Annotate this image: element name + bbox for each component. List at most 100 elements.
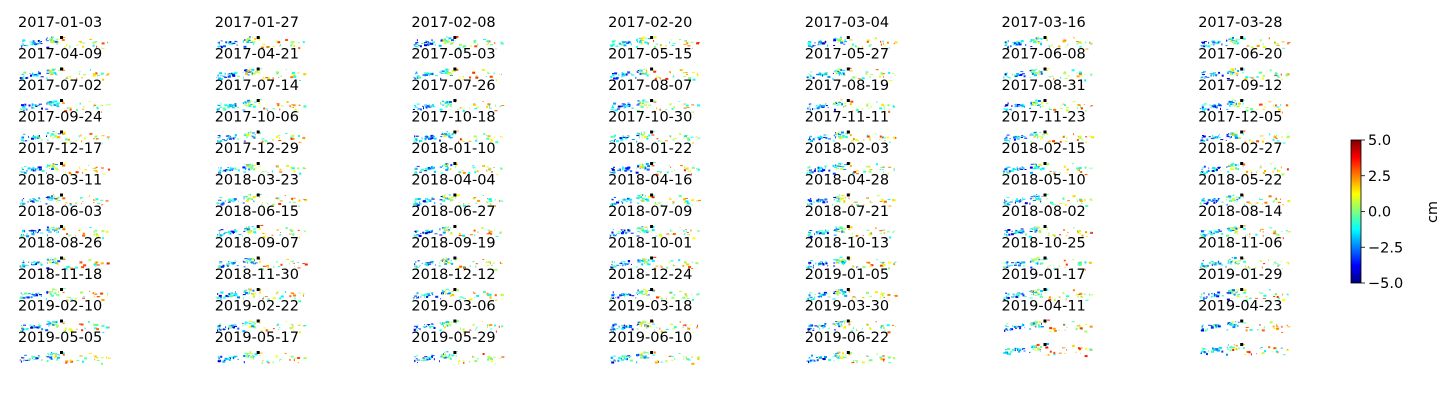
- displacement-pixel: [1088, 135, 1092, 137]
- displacement-pixel: [251, 132, 255, 134]
- displacement-pixel: [259, 355, 261, 357]
- displacement-pixel: [440, 323, 444, 325]
- displacement-pixel: [1011, 105, 1013, 107]
- displacement-pixel: [1029, 198, 1032, 200]
- displacement-pixel: [1016, 167, 1018, 170]
- displacement-pixel: [609, 234, 611, 237]
- displacement-pixel: [641, 290, 645, 292]
- displacement-pixel: [1205, 296, 1208, 298]
- displacement-pixel: [468, 107, 470, 109]
- displacement-pixel: [623, 44, 627, 47]
- displacement-pixel: [1255, 266, 1257, 269]
- displacement-pixel: [293, 357, 297, 359]
- displacement-pixel: [20, 108, 23, 111]
- displacement-pixel: [838, 131, 840, 134]
- displacement-pixel: [25, 359, 29, 361]
- displacement-pixel: [228, 169, 232, 171]
- displacement-pixel: [248, 323, 252, 325]
- displacement-pixel: [94, 41, 97, 43]
- displacement-pixel: [289, 263, 291, 265]
- displacement-pixel: [1244, 299, 1248, 302]
- displacement-pixel: [1079, 43, 1083, 44]
- displacement-pixel: [652, 162, 656, 163]
- displacement-pixel: [687, 326, 689, 328]
- displacement-pixel: [34, 263, 37, 265]
- displacement-pixel: [39, 168, 42, 171]
- displacement-pixel: [455, 68, 459, 71]
- displacement-pixel: [219, 140, 221, 143]
- displacement-pixel: [1277, 297, 1280, 300]
- displacement-pixel: [92, 74, 96, 77]
- displacement-pixel: [462, 328, 465, 331]
- displacement-pixel: [474, 229, 476, 230]
- reference-point-marker: [60, 130, 63, 134]
- displacement-pixel: [51, 354, 54, 355]
- displacement-pixel: [623, 293, 625, 296]
- displacement-pixel: [679, 321, 681, 324]
- displacement-pixel: [627, 136, 629, 138]
- displacement-pixel: [234, 40, 236, 42]
- displacement-pixel: [303, 105, 306, 108]
- displacement-pixel: [65, 138, 68, 141]
- displacement-pixel: [647, 259, 650, 262]
- displacement-pixel: [1033, 229, 1036, 231]
- displacement-pixel: [651, 229, 655, 232]
- displacement-pixel: [1085, 110, 1087, 112]
- displacement-pixel: [624, 73, 626, 75]
- displacement-pixel: [627, 260, 630, 262]
- displacement-pixel: [462, 78, 465, 80]
- displacement-pixel: [660, 78, 662, 81]
- displacement-pixel: [40, 76, 44, 78]
- displacement-pixel: [294, 108, 297, 111]
- displacement-pixel: [227, 75, 231, 78]
- displacement-pixel: [462, 234, 465, 237]
- displacement-pixel: [1040, 228, 1043, 230]
- displacement-pixel: [1237, 164, 1239, 167]
- displacement-pixel: [1023, 106, 1025, 108]
- displacement-pixel: [1218, 230, 1222, 232]
- displacement-pixel: [834, 134, 837, 136]
- displacement-pixel: [489, 107, 490, 109]
- displacement-pixel: [53, 258, 57, 261]
- displacement-pixel: [684, 198, 686, 200]
- displacement-pixel: [55, 324, 59, 327]
- displacement-pixel: [217, 235, 219, 238]
- displacement-pixel: [819, 295, 821, 297]
- displacement-pixel: [850, 100, 854, 103]
- displacement-pixel: [658, 140, 660, 142]
- displacement-pixel: [627, 229, 630, 232]
- displacement-pixel: [298, 104, 301, 106]
- displacement-pixel: [862, 234, 864, 236]
- displacement-pixel: [882, 169, 884, 171]
- displacement-pixel: [880, 326, 883, 329]
- displacement-pixel: [1063, 325, 1066, 326]
- displacement-pixel: [56, 106, 60, 108]
- displacement-pixel: [443, 290, 444, 293]
- displacement-pixel: [1273, 327, 1277, 329]
- displacement-pixel: [426, 104, 427, 106]
- displacement-pixel: [838, 197, 840, 200]
- displacement-pixel: [622, 166, 625, 168]
- displacement-pixel: [481, 321, 483, 322]
- displacement-pixel: [218, 44, 220, 46]
- displacement-pixel: [882, 166, 885, 168]
- displacement-pixel: [1232, 323, 1234, 326]
- displacement-pixel: [24, 45, 26, 46]
- displacement-pixel: [635, 197, 639, 199]
- displacement-pixel: [472, 167, 476, 169]
- displacement-pixel: [1229, 229, 1232, 232]
- reference-point-marker: [650, 288, 654, 291]
- displacement-pixel: [833, 38, 837, 41]
- displacement-pixel: [462, 204, 466, 207]
- displacement-pixel: [619, 262, 623, 264]
- displacement-pixel: [217, 135, 220, 136]
- displacement-pixel: [481, 227, 484, 229]
- displacement-pixel: [639, 166, 643, 169]
- displacement-pixel: [852, 110, 854, 112]
- displacement-pixel: [1260, 292, 1264, 294]
- displacement-pixel: [1071, 69, 1075, 72]
- displacement-pixel: [25, 108, 28, 110]
- displacement-pixel: [34, 137, 36, 140]
- displacement-pixel: [278, 265, 281, 267]
- displacement-pixel: [426, 73, 430, 75]
